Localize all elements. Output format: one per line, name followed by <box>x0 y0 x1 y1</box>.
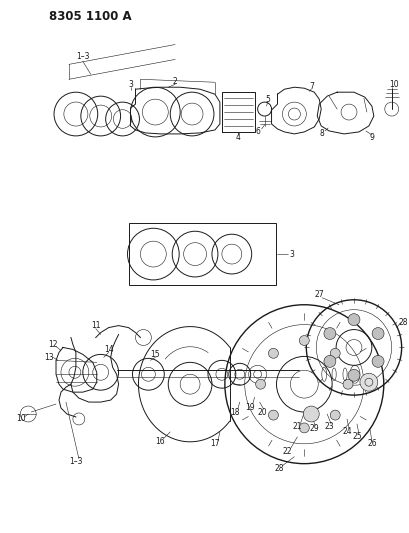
Circle shape <box>330 349 339 358</box>
Text: 14: 14 <box>103 345 113 354</box>
Text: 19: 19 <box>244 402 254 411</box>
Text: 5: 5 <box>265 95 270 103</box>
Text: 7: 7 <box>308 82 313 91</box>
Circle shape <box>268 410 278 420</box>
Text: 24: 24 <box>342 427 351 437</box>
Text: 8305 1100 A: 8305 1100 A <box>49 10 131 23</box>
Text: 8: 8 <box>319 130 324 139</box>
Text: 17: 17 <box>209 439 219 448</box>
Circle shape <box>303 406 319 422</box>
Text: 26: 26 <box>366 439 376 448</box>
Circle shape <box>371 356 383 367</box>
Circle shape <box>323 356 335 367</box>
Text: 9: 9 <box>369 133 373 142</box>
Bar <box>128 223 275 285</box>
Text: 2: 2 <box>173 77 177 86</box>
Circle shape <box>299 336 308 345</box>
Circle shape <box>347 369 359 381</box>
Text: 25: 25 <box>351 432 361 441</box>
Circle shape <box>359 373 377 391</box>
Text: 4: 4 <box>235 133 240 142</box>
Text: 12: 12 <box>48 340 58 349</box>
Text: 18: 18 <box>229 408 239 416</box>
Text: 28: 28 <box>398 318 407 327</box>
Text: 23: 23 <box>324 423 333 431</box>
Circle shape <box>268 349 278 358</box>
Text: 11: 11 <box>91 321 100 330</box>
Text: 1–3: 1–3 <box>76 52 89 61</box>
Circle shape <box>323 328 335 340</box>
Circle shape <box>299 423 308 433</box>
Text: 10: 10 <box>388 80 398 88</box>
Text: 29: 29 <box>309 424 318 433</box>
Text: 10: 10 <box>16 415 26 423</box>
Text: 13: 13 <box>44 353 54 362</box>
Circle shape <box>342 379 352 389</box>
Text: 27: 27 <box>314 290 323 300</box>
Text: 15: 15 <box>150 350 160 359</box>
Text: 20: 20 <box>257 408 267 416</box>
Text: 6: 6 <box>254 127 259 136</box>
Text: 3: 3 <box>128 80 133 88</box>
Text: 28: 28 <box>274 464 283 473</box>
Circle shape <box>330 410 339 420</box>
Text: 3: 3 <box>288 249 293 259</box>
Circle shape <box>371 328 383 340</box>
Text: 21: 21 <box>292 423 301 431</box>
Circle shape <box>347 314 359 326</box>
Text: 16: 16 <box>155 437 165 446</box>
Text: 1–3: 1–3 <box>69 457 83 466</box>
Text: 22: 22 <box>282 447 292 456</box>
Circle shape <box>255 379 265 389</box>
